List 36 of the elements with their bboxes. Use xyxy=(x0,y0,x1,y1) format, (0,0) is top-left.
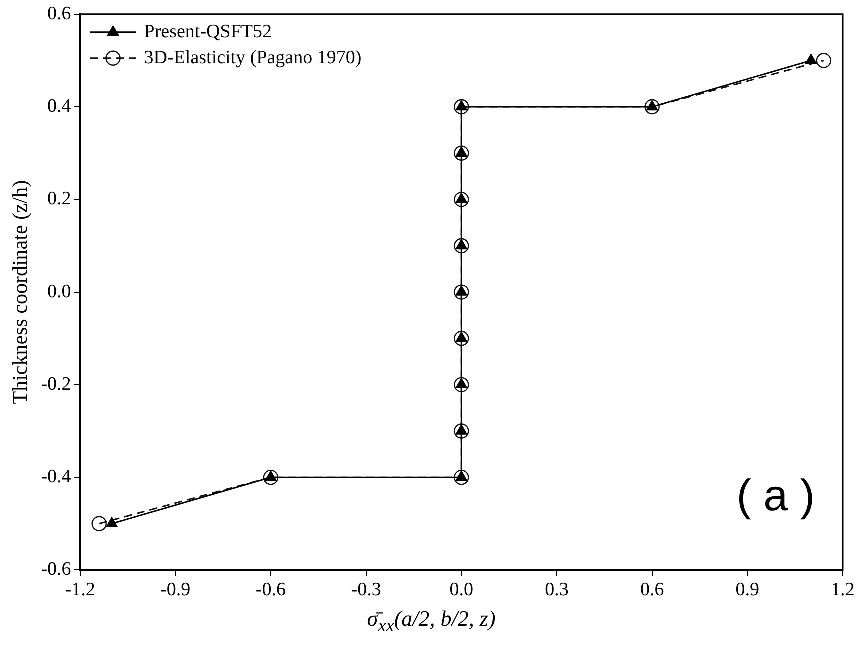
x-tick-label: -1.2 xyxy=(65,580,96,601)
point xyxy=(92,516,107,532)
x-tick-label: 0.9 xyxy=(736,580,760,601)
point xyxy=(106,517,118,528)
y-tick-label: -0.2 xyxy=(41,374,72,395)
y-axis-title: Thickness coordinate (z/h) xyxy=(8,180,32,404)
point xyxy=(805,54,818,64)
x-axis-title: σ̄$_{xx}$(a/2, b/2, z) xyxy=(366,606,497,636)
point xyxy=(454,238,470,254)
x-tick-label: -0.6 xyxy=(256,580,286,601)
point xyxy=(644,99,660,115)
point xyxy=(454,146,470,161)
y-tick-label: -0.4 xyxy=(41,466,72,488)
point xyxy=(454,377,470,393)
annotation: ( a ) xyxy=(736,471,815,520)
x-tick-label: 0.6 xyxy=(640,580,664,601)
y-tick-label: 0.4 xyxy=(48,96,72,118)
x-tick-label: -0.9 xyxy=(160,580,191,601)
point xyxy=(816,53,832,68)
y-tick-label: 0.2 xyxy=(48,188,72,210)
legend-label: 3D-Elasticity (Pagano 1970) xyxy=(144,47,362,68)
point xyxy=(454,470,470,486)
point xyxy=(454,424,470,439)
y-tick-label: 0.0 xyxy=(48,281,72,302)
x-tick-label: 0.0 xyxy=(450,580,474,601)
point xyxy=(263,470,279,486)
point xyxy=(454,192,470,208)
point xyxy=(454,99,470,115)
x-tick-label: -0.3 xyxy=(351,580,382,601)
y-tick-label: 0.6 xyxy=(48,3,72,24)
point xyxy=(454,331,470,346)
point xyxy=(454,284,470,300)
x-tick-label: 0.3 xyxy=(545,580,569,601)
legend-label: Present-QSFT52 xyxy=(144,21,272,42)
x-tick-label: 1.2 xyxy=(831,580,855,601)
y-tick-label: -0.6 xyxy=(41,559,72,580)
